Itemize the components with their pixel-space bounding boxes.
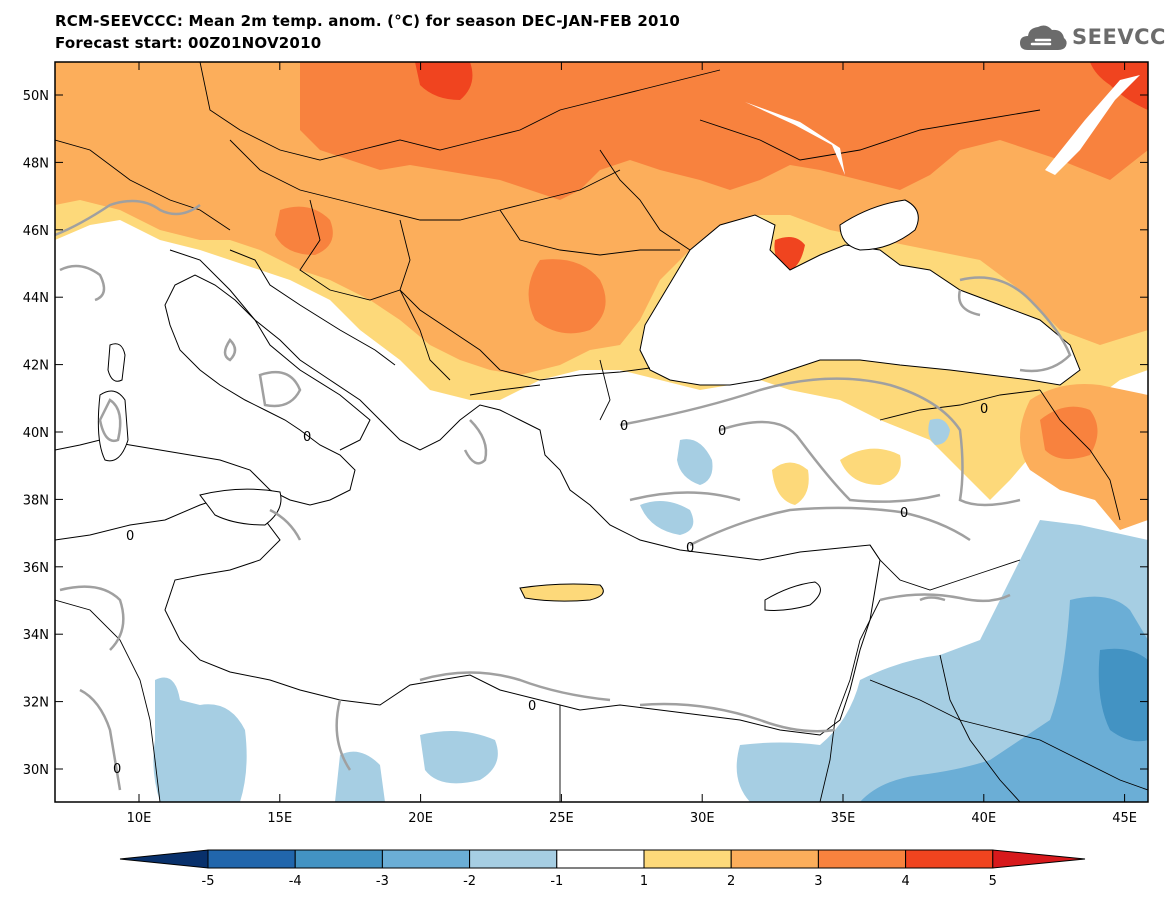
cloud-icon xyxy=(1020,25,1067,50)
colorbar-swatch xyxy=(381,849,471,869)
lon-label: 20E xyxy=(408,811,433,826)
italy-coastline xyxy=(169,249,396,451)
anomaly-cool-turkey xyxy=(640,338,1055,535)
zero-contours xyxy=(55,199,1072,791)
corsica xyxy=(107,343,126,382)
lat-label: 30N xyxy=(23,763,49,778)
lon-label: 40E xyxy=(971,811,996,826)
contour-label: 0 xyxy=(980,402,988,417)
lon-label: 10E xyxy=(127,811,152,826)
black-sea xyxy=(639,214,1081,386)
contour-label: 0 xyxy=(718,424,726,439)
lat-label: 46N xyxy=(23,224,49,239)
country-borders xyxy=(55,62,1148,802)
colorbar: -5 -4 -3 -2 -1 1 2 3 4 5 xyxy=(119,849,1086,889)
lat-label: 42N xyxy=(23,359,49,374)
colorbar-swatch xyxy=(905,849,994,869)
lon-label: 35E xyxy=(831,811,856,826)
colorbar-swatch xyxy=(643,849,732,869)
anomaly-3-4-caucasus xyxy=(1040,406,1098,459)
lat-label: 34N xyxy=(23,628,49,643)
contour-label: 0 xyxy=(686,541,694,556)
colorbar-swatch xyxy=(817,849,907,869)
lon-label: 25E xyxy=(549,811,574,826)
lon-label: 30E xyxy=(690,811,715,826)
lat-label: 48N xyxy=(23,156,49,171)
colorbar-extend-high xyxy=(992,849,1086,869)
contour-label: 0 xyxy=(620,419,628,434)
colorbar-swatch xyxy=(730,849,819,869)
colorbar-label: 2 xyxy=(727,874,735,889)
colorbar-label: 4 xyxy=(901,874,909,889)
lat-label: 38N xyxy=(23,493,49,508)
lat-label: 44N xyxy=(23,291,49,306)
forecast-start-label: Forecast start: 00Z01NOV2010 xyxy=(55,34,322,52)
colorbar-extend-low xyxy=(119,849,209,869)
colorbar-swatch xyxy=(294,849,383,869)
lat-label: 50N xyxy=(23,89,49,104)
latitude-axis: 50N 48N 46N 44N 42N 40N 38N 36N 34N 32N 30N xyxy=(23,89,1148,778)
longitude-axis: 10E 15E 20E 25E 30E 35E 40E 45E xyxy=(127,62,1137,826)
sea-of-azov xyxy=(839,199,919,251)
colorbar-label: 3 xyxy=(814,874,822,889)
colorbar-swatch xyxy=(207,849,296,869)
contour-label: 0 xyxy=(303,430,311,445)
colorbar-label: -1 xyxy=(550,874,563,889)
anomaly-cool-libya xyxy=(153,677,498,802)
anomaly-minus-2-minus-3 xyxy=(860,596,1148,802)
contour-labels: 0 0 0 0 0 0 0 0 0 xyxy=(113,402,988,777)
contour-label: 0 xyxy=(900,506,908,521)
anomaly-minus-3-minus-4 xyxy=(1098,648,1148,742)
lon-label: 45E xyxy=(1112,811,1137,826)
colorbar-label: 5 xyxy=(989,874,997,889)
lon-label: 15E xyxy=(267,811,292,826)
lat-label: 32N xyxy=(23,696,49,711)
anomaly-3-4 xyxy=(300,62,1148,200)
lat-label: 40N xyxy=(23,426,49,441)
contour-label: 0 xyxy=(126,529,134,544)
crete xyxy=(519,583,604,602)
colorbar-label: 1 xyxy=(640,874,648,889)
colorbar-label: -4 xyxy=(289,874,302,889)
map-title: RCM-SEEVCCC: Mean 2m temp. anom. (°C) fo… xyxy=(55,12,680,30)
colorbar-label: -5 xyxy=(202,874,215,889)
contour-label: 0 xyxy=(528,699,536,714)
colorbar-label: -2 xyxy=(463,874,476,889)
colorbar-label: -3 xyxy=(376,874,389,889)
seevccc-logo: SEEVCCC xyxy=(1018,20,1165,54)
map-plot-area: 0 0 0 0 0 0 0 0 0 xyxy=(55,62,1148,802)
colorbar-swatch xyxy=(469,849,558,869)
anomaly-3-4-balkans xyxy=(275,206,606,334)
anomaly-1-2-turkey xyxy=(772,448,901,505)
sicily xyxy=(199,488,282,526)
logo-text: SEEVCCC xyxy=(1072,25,1165,49)
colorbar-swatch xyxy=(556,849,645,869)
cyprus xyxy=(764,581,821,611)
contour-label: 0 xyxy=(113,762,121,777)
lat-label: 36N xyxy=(23,561,49,576)
